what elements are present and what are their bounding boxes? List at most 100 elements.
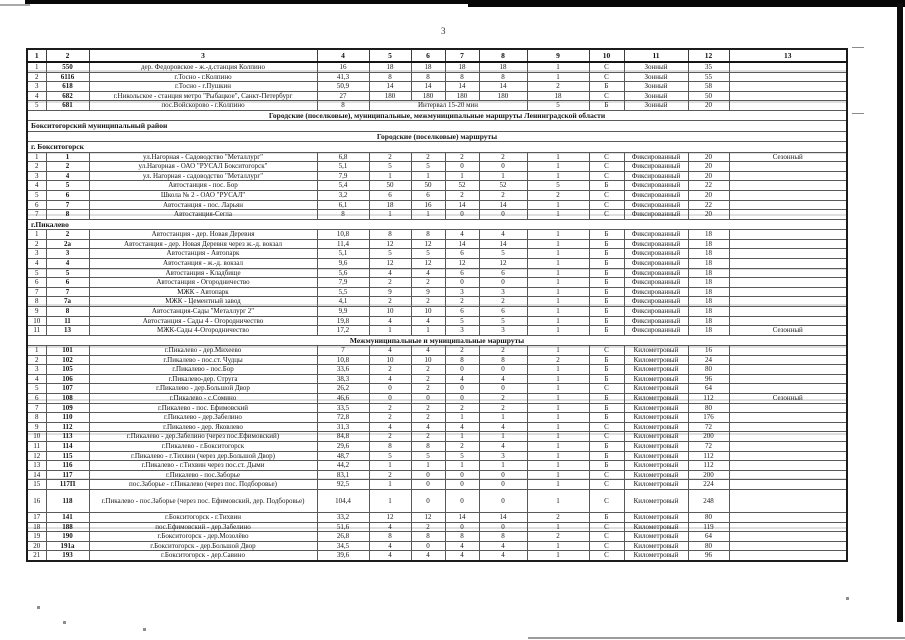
cell: 1 [526,286,590,298]
cell [728,286,848,298]
table-header-row: 1 2 3 4 5 6 7 8 9 10 11 12 13 [26,48,848,63]
table-row: 14 117 г.Пикалево - пос.Заборье 83,1 2 0 0 0 1 С К… [26,469,848,481]
cell: 33,6 [316,364,370,375]
cell: 5 [368,161,412,172]
table-row: 11 114 г.Пикалево - г.Бокситогорск 29,6 8 8 2 4… [26,441,848,452]
cell: г.Бокситогорск - г.Тихвин [88,512,318,523]
cell: 18 [410,61,446,73]
cell: 18 [687,286,730,298]
cell: 27 [316,90,370,102]
cell: 2 [526,81,590,92]
cell: Б [588,229,625,240]
cell: 180 [444,90,480,102]
cell: 9 [26,305,47,317]
cell: 12 [368,238,412,250]
table-row: 2 2 ул.Нагорная - ОАО "РУСАЛ Бокситогорск"… [26,161,848,172]
cell: г.Тосно - г.Колпино [88,71,318,83]
cell: 10 [368,305,412,317]
cell: 17,2 [316,325,370,336]
table-row: 7 109 г.Пикалево - пос. Ефимовский 33,5 2 2 2 2… [26,402,848,414]
table-row: 3 3 Автостанция - Автопарк 5,1 5 5 6 5 1 Б Фиксиро… [26,248,848,259]
cell: 1 [478,460,528,471]
cell: Б [588,354,625,366]
cell: 33,2 [316,512,370,523]
cell: г.Пикалево - дер. Яковлево [88,421,318,433]
cell [728,170,848,182]
cell: 4 [444,229,480,240]
scan-bottom-line-artifact [528,637,905,639]
cell: 188 [45,521,90,533]
cell: 1 [410,460,446,471]
cell: 2 [478,402,528,414]
cell: 58 [687,81,730,92]
cell: 2 [368,402,412,414]
cell: 0 [444,209,480,220]
section-label: Городские (поселковые) маршруты [26,130,848,143]
cell: 8 [444,71,480,83]
cell: Б [588,441,625,452]
cell: 80 [687,540,730,552]
cell: 41,3 [316,71,370,83]
cell: 6,1 [316,199,370,211]
cell: г.Пикалево - дер.Забелино (через пос.Ефи… [88,431,318,443]
cell: 8 [410,229,446,240]
cell [728,209,848,220]
cell: 92,5 [316,479,370,490]
cell: 106 [45,373,90,385]
cell: 1 [26,61,47,73]
cell [728,180,848,191]
cell: 5 [368,248,412,259]
cell: 0 [478,383,528,395]
cell [728,161,848,172]
cell: С [588,431,625,443]
cell: С [588,90,625,102]
section-label: Бокситогорский муниципальный район [26,120,848,132]
cell: 20 [26,540,47,552]
cell: г.Пикалево - дер.Михеево [88,345,318,356]
cell: 1 [526,393,590,404]
cell: 2 [478,393,528,404]
cell: 5 [45,180,90,191]
table-body: 1 550 дер. Федоровское - ж.-д.станция Колп… [26,61,848,562]
cell: 4 [368,315,412,327]
cell: С [588,161,625,172]
cell: 0 [444,364,480,375]
cell: 6 [45,189,90,201]
cell: 6 [478,267,528,279]
cell: 0 [478,161,528,172]
cell: 3 [478,286,528,298]
column-header-12: 12 [687,48,730,63]
cell: 1 [368,460,412,471]
cell: 3 [478,450,528,462]
cell: 550 [45,61,90,73]
cell: 7а [45,296,90,307]
cell: Фиксированный [623,209,689,220]
cell: 0 [478,489,528,513]
cell: Километровый [623,373,689,385]
cell: 1 [526,277,590,288]
cell: 3 [26,248,47,259]
cell: 0 [444,277,480,288]
table-row: 6 108 г.Пикалево - с.Сомино 46,6 0 0 0 2 1 Б Килом… [26,393,848,404]
cell: Б [588,373,625,385]
cell: Б [588,81,625,92]
cell: 2 [410,364,446,375]
cell: 9 [26,421,47,433]
cell: 117 [45,469,90,481]
cell: 18 [687,229,730,240]
cell: Фиксированный [623,248,689,259]
cell [728,61,848,73]
cell: 104,4 [316,489,370,513]
cell: 5,5 [316,286,370,298]
cell: 1 [526,151,590,163]
cell: г.Никольское - станция метро "Рыбацкое",… [88,90,318,102]
cell: 1 [526,383,590,395]
cell: 2 [368,151,412,163]
cell: Фиксированный [623,161,689,172]
cell: Фиксированный [623,325,689,336]
cell: 4 [444,373,480,385]
cell [728,305,848,317]
cell: 107 [45,383,90,395]
cell: Сезонный [728,151,848,163]
cell: Километровый [623,469,689,481]
